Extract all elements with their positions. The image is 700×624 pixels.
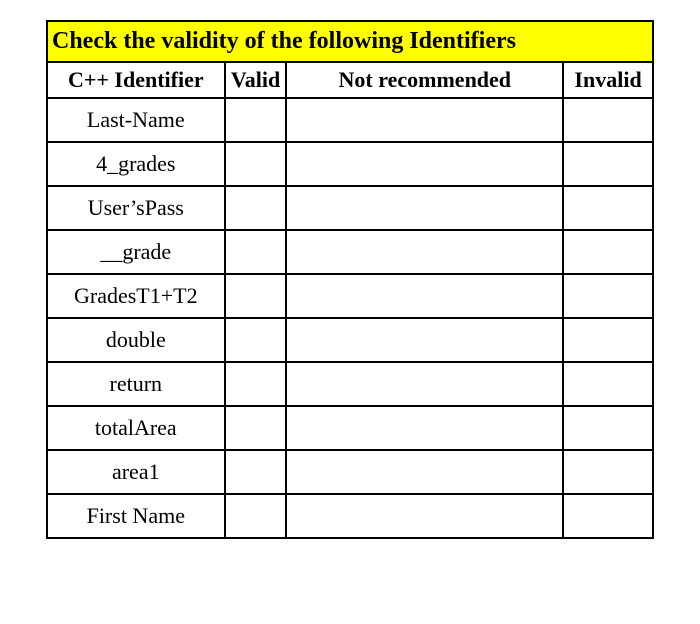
cell-not-recommended bbox=[286, 230, 563, 274]
cell-valid bbox=[225, 230, 287, 274]
cell-not-recommended bbox=[286, 318, 563, 362]
table-row: First Name bbox=[47, 494, 653, 538]
table-row: totalArea bbox=[47, 406, 653, 450]
table-body: Last-Name 4_grades User’sPass __grade Gr… bbox=[47, 98, 653, 538]
cell-not-recommended bbox=[286, 362, 563, 406]
cell-identifier: First Name bbox=[47, 494, 225, 538]
table-row: 4_grades bbox=[47, 142, 653, 186]
cell-valid bbox=[225, 450, 287, 494]
cell-identifier: GradesT1+T2 bbox=[47, 274, 225, 318]
cell-identifier: double bbox=[47, 318, 225, 362]
cell-invalid bbox=[563, 406, 653, 450]
cell-valid bbox=[225, 186, 287, 230]
table-row: User’sPass bbox=[47, 186, 653, 230]
cell-invalid bbox=[563, 98, 653, 142]
cell-identifier: return bbox=[47, 362, 225, 406]
cell-invalid bbox=[563, 230, 653, 274]
table-title: Check the validity of the following Iden… bbox=[47, 21, 653, 62]
cell-identifier: area1 bbox=[47, 450, 225, 494]
cell-identifier: __grade bbox=[47, 230, 225, 274]
cell-not-recommended bbox=[286, 186, 563, 230]
column-header-invalid: Invalid bbox=[563, 62, 653, 98]
cell-invalid bbox=[563, 362, 653, 406]
cell-not-recommended bbox=[286, 142, 563, 186]
table-row: double bbox=[47, 318, 653, 362]
table-row: GradesT1+T2 bbox=[47, 274, 653, 318]
column-header-valid: Valid bbox=[225, 62, 287, 98]
cell-valid bbox=[225, 406, 287, 450]
cell-valid bbox=[225, 494, 287, 538]
table-title-row: Check the validity of the following Iden… bbox=[47, 21, 653, 62]
table-row: return bbox=[47, 362, 653, 406]
cell-invalid bbox=[563, 186, 653, 230]
cell-not-recommended bbox=[286, 406, 563, 450]
cell-not-recommended bbox=[286, 450, 563, 494]
cell-not-recommended bbox=[286, 274, 563, 318]
column-header-not-recommended: Not recommended bbox=[286, 62, 563, 98]
cell-identifier: 4_grades bbox=[47, 142, 225, 186]
table-row: Last-Name bbox=[47, 98, 653, 142]
column-header-identifier: C++ Identifier bbox=[47, 62, 225, 98]
cell-valid bbox=[225, 318, 287, 362]
table-row: area1 bbox=[47, 450, 653, 494]
cell-identifier: Last-Name bbox=[47, 98, 225, 142]
cell-identifier: totalArea bbox=[47, 406, 225, 450]
cell-invalid bbox=[563, 318, 653, 362]
cell-valid bbox=[225, 98, 287, 142]
table-header-row: C++ Identifier Valid Not recommended Inv… bbox=[47, 62, 653, 98]
cell-invalid bbox=[563, 450, 653, 494]
table-row: __grade bbox=[47, 230, 653, 274]
cell-invalid bbox=[563, 142, 653, 186]
cell-invalid bbox=[563, 494, 653, 538]
cell-valid bbox=[225, 362, 287, 406]
cell-invalid bbox=[563, 274, 653, 318]
cell-valid bbox=[225, 142, 287, 186]
identifier-validity-table: Check the validity of the following Iden… bbox=[46, 20, 654, 539]
cell-not-recommended bbox=[286, 494, 563, 538]
cell-not-recommended bbox=[286, 98, 563, 142]
cell-identifier: User’sPass bbox=[47, 186, 225, 230]
cell-valid bbox=[225, 274, 287, 318]
